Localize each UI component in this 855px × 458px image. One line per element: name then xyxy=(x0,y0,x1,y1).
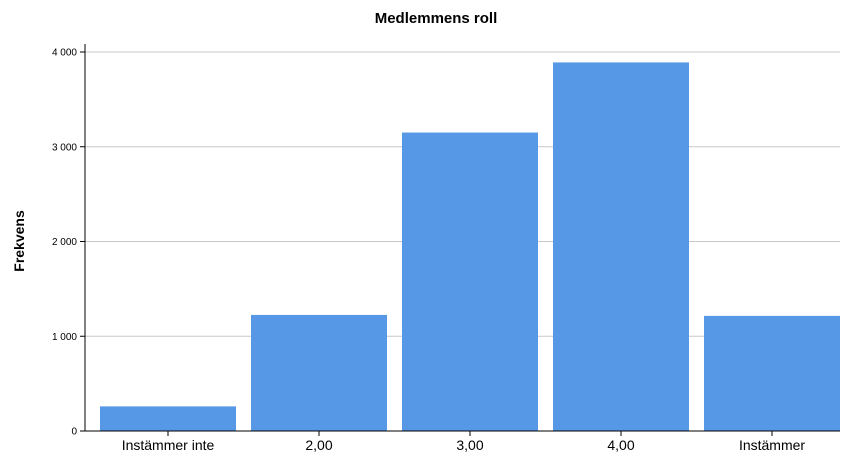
y-tick-labels: 0 1 000 2 000 3 000 4 000 xyxy=(52,48,77,438)
x-tick-label: 3,00 xyxy=(456,437,483,453)
x-tick-label: Instämmer xyxy=(739,437,805,453)
y-tick-label: 3 000 xyxy=(52,142,77,153)
bar xyxy=(553,62,689,432)
bar xyxy=(704,315,840,431)
bar xyxy=(100,406,236,431)
y-axis-label: Frekvens xyxy=(11,210,27,272)
y-tick-label: 2 000 xyxy=(52,237,77,248)
x-tick-labels: Instämmer inte 2,00 3,00 4,00 Instämmer xyxy=(122,437,806,453)
x-tick-label: 4,00 xyxy=(607,437,634,453)
y-tick-label: 0 xyxy=(71,427,77,438)
bar xyxy=(251,314,387,431)
y-tick-label: 4 000 xyxy=(52,48,77,59)
bars xyxy=(100,62,840,432)
bar xyxy=(402,132,538,431)
chart-title: Medlemmens roll xyxy=(375,10,498,27)
x-tick-label: 2,00 xyxy=(305,437,332,453)
x-tick-label: Instämmer inte xyxy=(122,437,215,453)
axes xyxy=(80,44,840,436)
y-tick-label: 1 000 xyxy=(52,332,77,343)
